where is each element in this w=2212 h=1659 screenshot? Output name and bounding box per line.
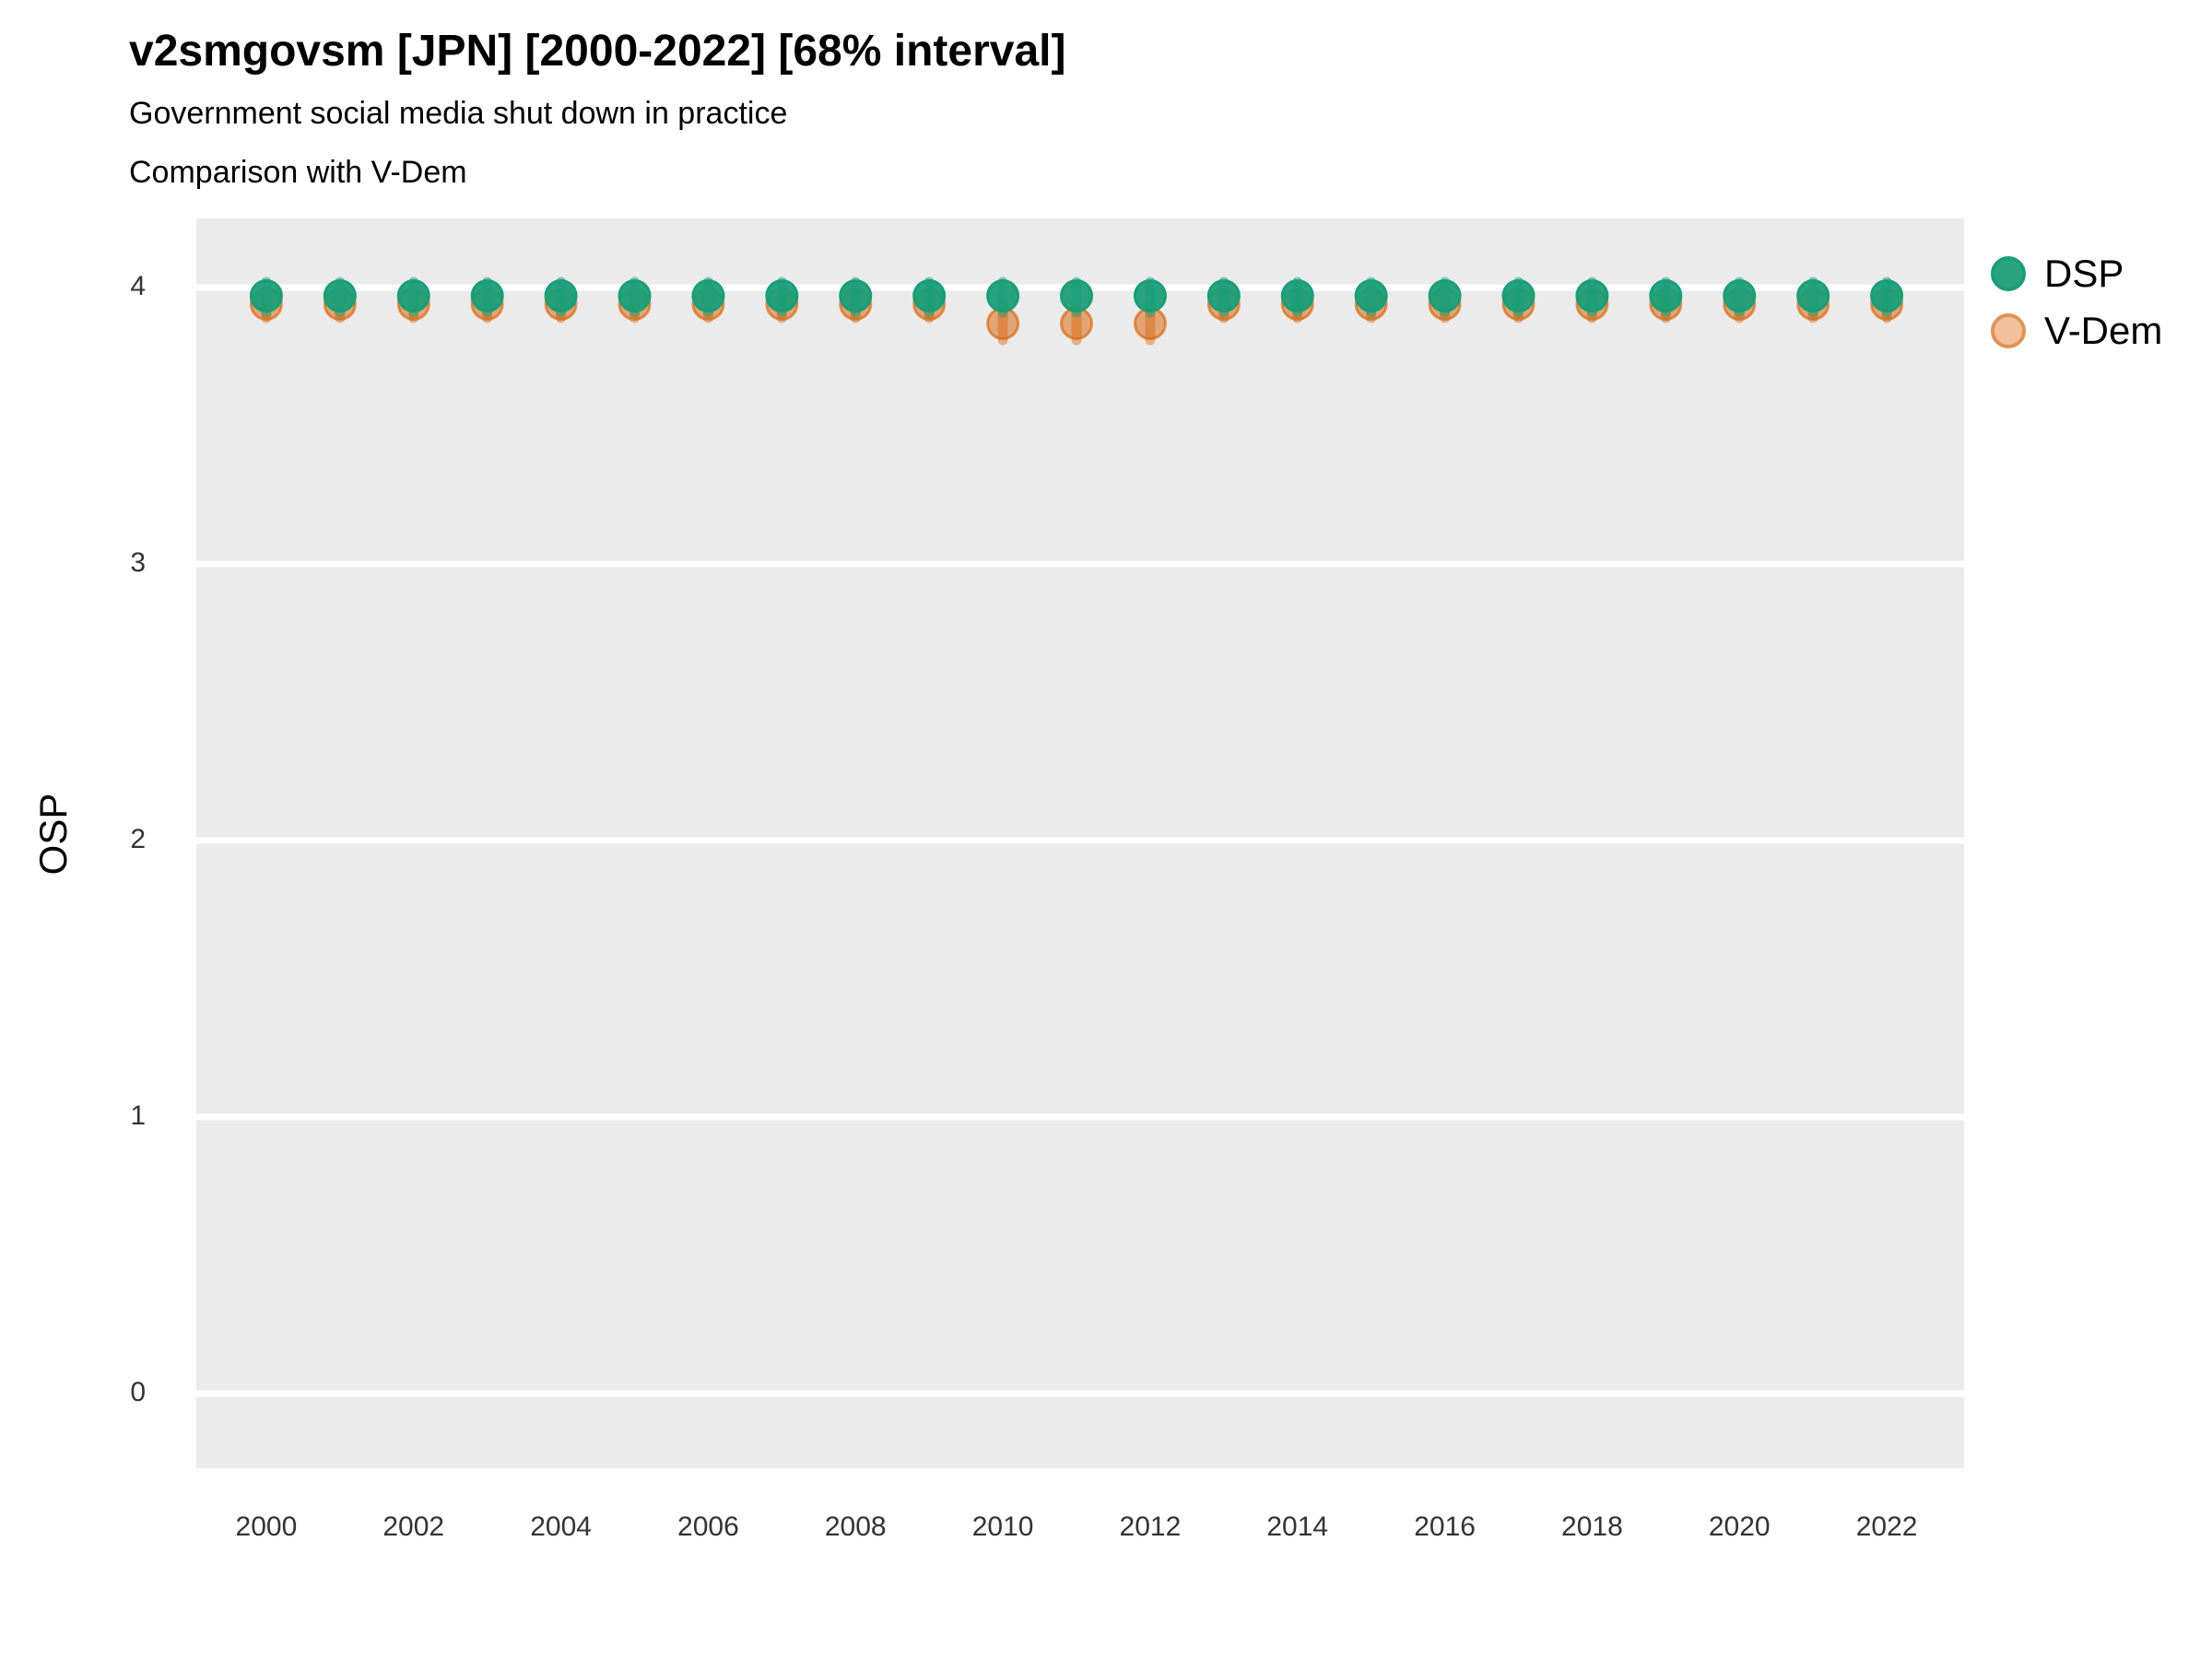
x-tick-label-2008: 2008 — [825, 1512, 887, 1542]
dsp-point-2020 — [1723, 279, 1757, 312]
dsp-point-2000 — [249, 279, 283, 312]
dsp-point-2017 — [1501, 279, 1535, 312]
dsp-point-2005 — [618, 279, 652, 312]
y-tick-label-2: 2 — [130, 824, 146, 854]
y-tick-label-0: 0 — [130, 1377, 146, 1407]
dsp-legend-marker-icon — [1991, 256, 2026, 291]
x-tick-label-2016: 2016 — [1414, 1512, 1476, 1542]
dsp-point-2008 — [839, 279, 873, 312]
dsp-point-2015 — [1354, 279, 1388, 312]
dsp-point-2011 — [1060, 279, 1094, 312]
legend-item-dsp: DSP — [1991, 245, 2162, 302]
legend-item-vdem: V-Dem — [1991, 302, 2162, 359]
dsp-point-2003 — [470, 279, 504, 312]
x-tick-label-2022: 2022 — [1856, 1512, 1918, 1542]
x-tick-label-2006: 2006 — [677, 1512, 739, 1542]
x-tick-label-2004: 2004 — [530, 1512, 592, 1542]
y-tick-label-1: 1 — [130, 1100, 146, 1131]
x-tick-label-2014: 2014 — [1266, 1512, 1328, 1542]
legend: DSP V-Dem — [1991, 245, 2162, 359]
dsp-point-2014 — [1280, 279, 1314, 312]
x-tick-label-2012: 2012 — [1120, 1512, 1182, 1542]
dsp-point-2018 — [1575, 279, 1609, 312]
dsp-point-2009 — [912, 279, 947, 312]
x-tick-label-2020: 2020 — [1709, 1512, 1771, 1542]
x-tick-label-2010: 2010 — [972, 1512, 1034, 1542]
x-tick-label-2000: 2000 — [236, 1512, 298, 1542]
chart-subtitle-comparison: Comparison with V-Dem — [129, 155, 467, 190]
dsp-point-2002 — [396, 279, 430, 312]
dsp-point-2013 — [1206, 279, 1241, 312]
x-tick-label-2002: 2002 — [382, 1512, 444, 1542]
dsp-point-2004 — [544, 279, 578, 312]
dsp-point-2019 — [1649, 279, 1683, 312]
dsp-point-2021 — [1796, 279, 1830, 312]
chart-subtitle: Government social media shut down in pra… — [129, 96, 788, 131]
dsp-point-2022 — [1870, 279, 1904, 312]
x-tick-label-2018: 2018 — [1561, 1512, 1623, 1542]
dsp-point-2006 — [691, 279, 725, 312]
dsp-point-2016 — [1428, 279, 1462, 312]
dsp-point-2001 — [323, 279, 357, 312]
legend-label: V-Dem — [2044, 309, 2163, 352]
dsp-point-2010 — [986, 279, 1020, 312]
legend-label: DSP — [2044, 252, 2124, 295]
dsp-point-2007 — [765, 279, 799, 312]
vdem-legend-marker-icon — [1991, 313, 2026, 348]
dsp-point-2012 — [1133, 279, 1167, 312]
y-tick-label-4: 4 — [130, 271, 146, 301]
y-tick-label-3: 3 — [130, 547, 146, 578]
chart-title: v2smgovsm [JPN] [2000-2022] [68% interva… — [129, 27, 1066, 76]
